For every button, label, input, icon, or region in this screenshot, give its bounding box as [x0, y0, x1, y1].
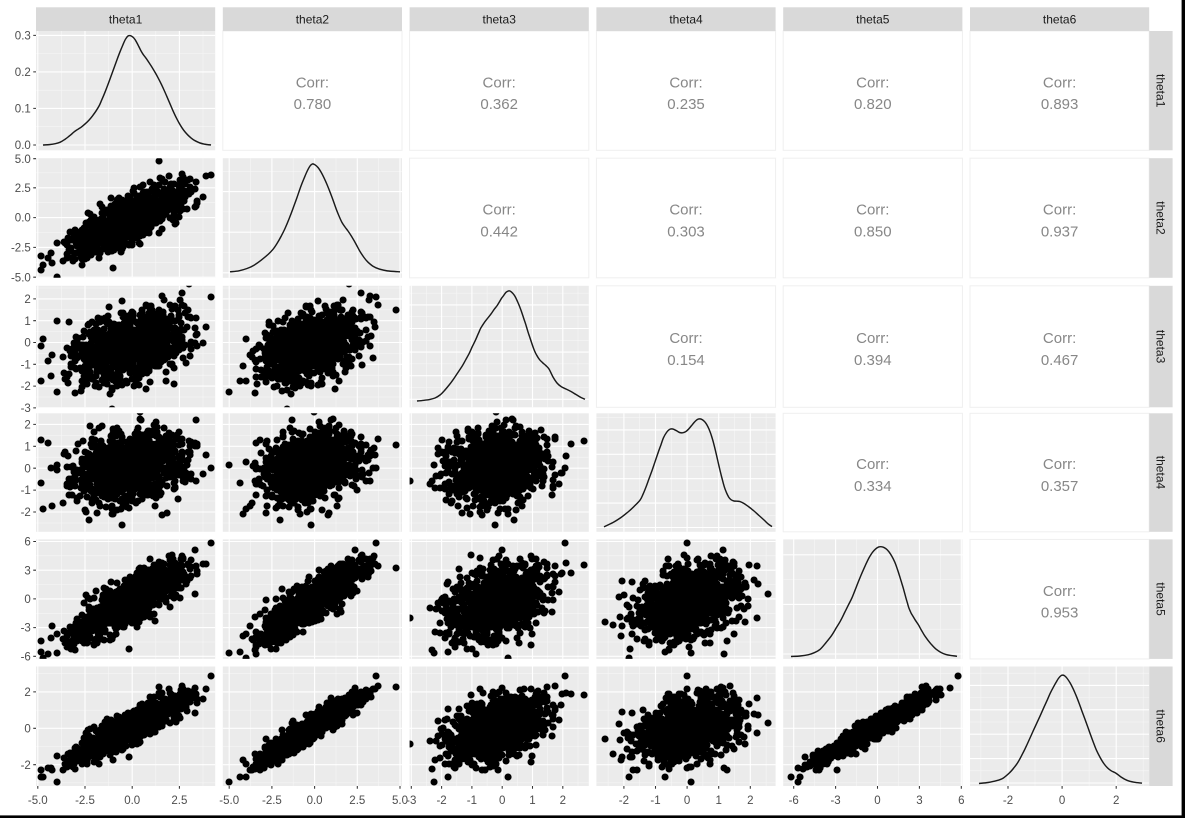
- svg-text:theta6: theta6: [1154, 710, 1168, 744]
- svg-text:-1: -1: [650, 795, 660, 807]
- svg-text:0.850: 0.850: [854, 223, 892, 240]
- svg-text:0.394: 0.394: [854, 352, 892, 369]
- svg-text:0.0: 0.0: [307, 795, 323, 807]
- svg-text:1: 1: [529, 795, 535, 807]
- svg-text:2.5: 2.5: [349, 795, 365, 807]
- svg-text:0.362: 0.362: [480, 96, 518, 113]
- svg-text:0.154: 0.154: [667, 352, 705, 369]
- svg-text:theta1: theta1: [1154, 74, 1168, 108]
- svg-text:0.893: 0.893: [1041, 96, 1079, 113]
- svg-text:3: 3: [24, 565, 30, 577]
- svg-text:0.442: 0.442: [480, 223, 518, 240]
- svg-text:2: 2: [24, 687, 30, 699]
- svg-text:-2: -2: [21, 507, 31, 519]
- svg-text:6: 6: [24, 537, 30, 549]
- svg-text:theta5: theta5: [856, 12, 890, 26]
- svg-text:-3: -3: [830, 795, 840, 807]
- svg-text:2: 2: [24, 294, 30, 306]
- svg-text:1: 1: [24, 441, 30, 453]
- svg-text:0: 0: [24, 338, 30, 350]
- svg-text:0.3: 0.3: [15, 31, 31, 43]
- svg-text:-3: -3: [406, 795, 416, 807]
- svg-text:Corr:: Corr:: [483, 74, 516, 91]
- svg-text:-1: -1: [467, 795, 477, 807]
- svg-text:0.357: 0.357: [1041, 478, 1079, 495]
- svg-text:-2.5: -2.5: [75, 795, 95, 807]
- svg-text:Corr:: Corr:: [669, 74, 702, 91]
- svg-text:-2.5: -2.5: [11, 243, 31, 255]
- svg-text:0: 0: [499, 795, 505, 807]
- svg-text:1: 1: [715, 795, 721, 807]
- svg-text:-2.5: -2.5: [262, 795, 282, 807]
- svg-text:2: 2: [1113, 795, 1119, 807]
- svg-text:0.820: 0.820: [854, 96, 892, 113]
- svg-text:Corr:: Corr:: [296, 74, 329, 91]
- svg-text:theta2: theta2: [296, 12, 330, 26]
- svg-text:Corr:: Corr:: [1043, 74, 1076, 91]
- svg-text:Corr:: Corr:: [1043, 583, 1076, 600]
- svg-text:0: 0: [24, 594, 30, 606]
- svg-text:Corr:: Corr:: [856, 456, 889, 473]
- svg-text:0: 0: [1059, 795, 1065, 807]
- svg-text:5.0: 5.0: [15, 154, 31, 166]
- svg-text:0: 0: [24, 463, 30, 475]
- svg-text:-2: -2: [21, 760, 31, 772]
- svg-text:-6: -6: [21, 651, 31, 663]
- svg-text:2.5: 2.5: [171, 795, 187, 807]
- svg-text:0: 0: [874, 795, 880, 807]
- svg-text:Corr:: Corr:: [483, 202, 516, 219]
- svg-text:theta3: theta3: [1154, 330, 1168, 364]
- svg-text:-2: -2: [1003, 795, 1013, 807]
- svg-text:6: 6: [958, 795, 964, 807]
- svg-text:2.5: 2.5: [15, 183, 31, 195]
- svg-text:5.0: 5.0: [392, 795, 408, 807]
- svg-text:-5.0: -5.0: [11, 272, 31, 284]
- svg-text:Corr:: Corr:: [1043, 202, 1076, 219]
- svg-text:0: 0: [24, 723, 30, 735]
- svg-text:theta3: theta3: [483, 12, 517, 26]
- svg-text:-3: -3: [21, 403, 31, 415]
- svg-text:2: 2: [24, 420, 30, 432]
- svg-text:theta2: theta2: [1154, 201, 1168, 235]
- svg-text:Corr:: Corr:: [856, 202, 889, 219]
- svg-text:theta4: theta4: [1154, 456, 1168, 490]
- svg-text:0.303: 0.303: [667, 223, 705, 240]
- svg-text:-1: -1: [21, 359, 31, 371]
- svg-text:-1: -1: [21, 485, 31, 497]
- svg-text:theta1: theta1: [109, 12, 143, 26]
- svg-text:Corr:: Corr:: [669, 202, 702, 219]
- svg-text:0.780: 0.780: [294, 96, 332, 113]
- svg-text:1: 1: [24, 316, 30, 328]
- svg-text:-5.0: -5.0: [28, 795, 48, 807]
- svg-text:0.467: 0.467: [1041, 352, 1079, 369]
- svg-text:Corr:: Corr:: [669, 330, 702, 347]
- svg-text:Corr:: Corr:: [1043, 456, 1076, 473]
- svg-text:-2: -2: [21, 381, 31, 393]
- svg-text:2: 2: [560, 795, 566, 807]
- svg-text:0.235: 0.235: [667, 96, 705, 113]
- svg-text:0.0: 0.0: [124, 795, 140, 807]
- svg-text:Corr:: Corr:: [856, 330, 889, 347]
- svg-text:0.953: 0.953: [1041, 605, 1079, 622]
- svg-text:-6: -6: [789, 795, 799, 807]
- svg-text:theta5: theta5: [1154, 582, 1168, 616]
- svg-text:theta4: theta4: [669, 12, 703, 26]
- svg-text:2: 2: [747, 795, 753, 807]
- svg-text:-5.0: -5.0: [219, 795, 239, 807]
- svg-text:theta6: theta6: [1043, 12, 1077, 26]
- svg-text:Corr:: Corr:: [1043, 330, 1076, 347]
- svg-text:0.1: 0.1: [15, 104, 31, 116]
- svg-text:0.334: 0.334: [854, 478, 892, 495]
- svg-text:-2: -2: [436, 795, 446, 807]
- svg-text:0: 0: [684, 795, 690, 807]
- svg-text:0.2: 0.2: [15, 67, 31, 79]
- svg-text:Corr:: Corr:: [856, 74, 889, 91]
- svg-text:3: 3: [916, 795, 922, 807]
- svg-text:0.0: 0.0: [15, 213, 31, 225]
- svg-text:0.0: 0.0: [15, 140, 31, 152]
- svg-text:-2: -2: [619, 795, 629, 807]
- svg-text:-3: -3: [21, 623, 31, 635]
- svg-text:0.937: 0.937: [1041, 223, 1079, 240]
